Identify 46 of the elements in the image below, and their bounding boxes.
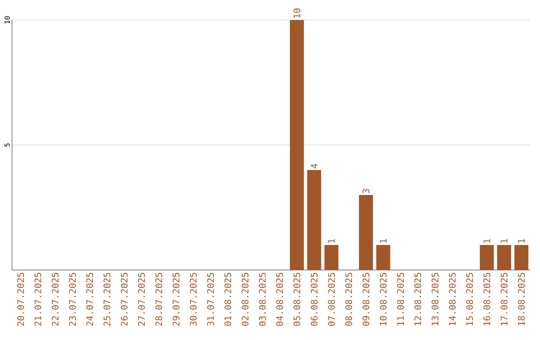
x-tick-label: 08.08.2025 (345, 272, 352, 326)
x-tick-label: 22.07.2025 (52, 272, 59, 326)
bar (497, 245, 512, 270)
x-tick-label: 26.07.2025 (120, 272, 128, 326)
data-label: 4 (310, 164, 318, 168)
x-tick-label: 20.07.2025 (17, 272, 24, 326)
x-tick-label: 24.07.2025 (86, 272, 94, 326)
x-tick-label: 02.08.2025 (242, 272, 249, 326)
x-tick-label: 27.07.2025 (138, 272, 145, 326)
x-tick-label: 17.08.2025 (500, 272, 508, 326)
data-label: 3 (362, 189, 370, 194)
x-tick-label: 01.08.2025 (224, 272, 232, 326)
x-tick-label: 06.08.2025 (310, 272, 318, 326)
x-tick-label: 04.08.2025 (276, 272, 284, 326)
x-tick-label: 29.07.2025 (172, 272, 180, 326)
data-label: 1 (328, 238, 335, 243)
x-tick-label: 09.08.2025 (362, 272, 370, 326)
x-tick-label: 23.07.2025 (69, 272, 76, 326)
x-tick-label: 18.08.2025 (518, 272, 525, 326)
bar (376, 245, 390, 270)
bar (324, 245, 338, 270)
data-label: 10 (293, 8, 300, 18)
data-label: 1 (518, 238, 525, 243)
bar (358, 195, 373, 270)
x-tick-label: 05.08.2025 (293, 272, 300, 326)
bar (307, 170, 322, 270)
x-tick-label: 21.07.2025 (34, 272, 42, 326)
x-tick-label: 12.08.2025 (414, 272, 422, 326)
x-tick-label: 25.07.2025 (104, 272, 110, 326)
data-label: 1 (484, 238, 490, 243)
x-tick-label: 13.08.2025 (432, 272, 438, 326)
data-label: 1 (380, 238, 387, 243)
data-label: 1 (500, 238, 508, 243)
x-tick-label: 14.08.2025 (448, 272, 456, 326)
bar (480, 245, 494, 270)
x-tick-label: 31.07.2025 (207, 272, 214, 326)
x-tick-label: 11.08.2025 (397, 272, 404, 326)
x-tick-label: 16.08.2025 (483, 272, 490, 326)
bar (290, 20, 304, 270)
x-tick-label: 07.08.2025 (328, 272, 335, 326)
x-tick-label: 10.08.2025 (380, 272, 387, 326)
x-tick-label: 15.08.2025 (466, 272, 473, 326)
bar (514, 245, 528, 270)
x-tick-label: 30.07.2025 (190, 272, 197, 326)
x-tick-label: 28.07.2025 (155, 272, 162, 326)
x-tick-label: 03.08.2025 (258, 272, 266, 326)
